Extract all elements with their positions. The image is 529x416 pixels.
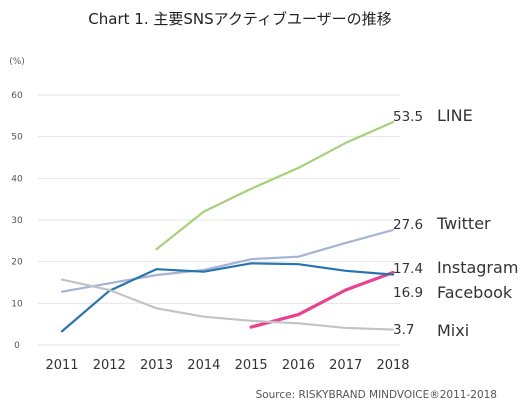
x-tick-label: 2017: [329, 358, 362, 373]
series-line-facebook: [60, 262, 395, 333]
chart-title: Chart 1. 主要SNSアクティブユーザーの推移: [88, 10, 391, 28]
y-tick-label: 50: [11, 133, 23, 143]
series-name-label-mixi: Mixi: [437, 321, 469, 340]
end-value-label-instagram: 17.4: [393, 261, 423, 277]
series-line-twitter: [60, 228, 395, 293]
x-axis-ticks: 2011 2012 2013 2014 2015 2016 2017 2018: [45, 358, 409, 373]
y-tick-label: 20: [11, 258, 23, 268]
end-labels-layer: 53.5 LINE 27.6 Twitter 17.4 Instagram 16.9 Face…: [393, 106, 518, 340]
grid-layer: [38, 94, 400, 346]
series-line-instagram: [249, 270, 395, 329]
series-line-mixi: [60, 278, 395, 331]
series-name-label-twitter: Twitter: [436, 214, 491, 233]
series-layer: [60, 120, 395, 333]
end-value-label-mixi: 3.7: [393, 322, 414, 338]
series-name-label-instagram: Instagram: [437, 258, 518, 277]
series-name-label-facebook: Facebook: [437, 283, 513, 302]
y-tick-label: 60: [11, 91, 23, 101]
x-tick-label: 2016: [282, 358, 315, 373]
series-name-label-line: LINE: [437, 106, 473, 125]
x-tick-label: 2011: [45, 358, 78, 373]
x-tick-label: 2015: [235, 358, 268, 373]
end-value-label-line: 53.5: [393, 109, 423, 125]
y-tick-label: 10: [11, 299, 23, 309]
source-note: Source: RISKYBRAND MINDVOICE®2011-2018: [256, 389, 497, 401]
y-axis-ticks: 0 10 20 30 40 50 60: [11, 91, 23, 351]
end-value-label-twitter: 27.6: [393, 217, 423, 233]
x-tick-label: 2012: [93, 358, 126, 373]
end-value-label-facebook: 16.9: [393, 285, 423, 301]
x-tick-label: 2014: [187, 358, 220, 373]
y-unit-label: (%): [9, 57, 25, 67]
y-tick-label: 0: [14, 341, 20, 351]
y-tick-label: 40: [11, 174, 23, 184]
y-tick-label: 30: [11, 216, 23, 226]
x-tick-label: 2018: [376, 358, 409, 373]
series-line-line: [155, 120, 395, 251]
x-tick-label: 2013: [140, 358, 173, 373]
